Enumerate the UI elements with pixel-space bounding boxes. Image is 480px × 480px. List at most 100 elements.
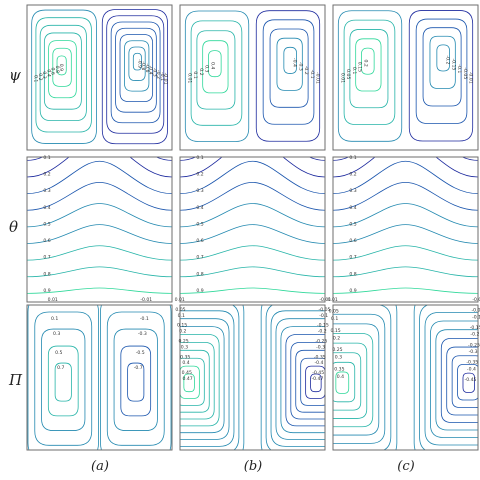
contour-line [180, 160, 325, 195]
panel-frame [26, 4, 173, 151]
contour-label: 0.9 [43, 288, 50, 294]
contour-line [435, 329, 478, 431]
contour-line [180, 157, 325, 178]
contour-label: 0.3 [53, 331, 60, 337]
contour-line [180, 310, 235, 447]
contour-line [361, 47, 375, 75]
contour-line [35, 17, 92, 133]
contour-label: 0.1 [43, 155, 50, 161]
contour-line [429, 35, 456, 89]
contour-line [180, 266, 325, 278]
contour-label: 0.3 [41, 71, 47, 78]
contour-line [180, 342, 215, 420]
panel-theta-a: 0.1 0.2 0.3 0.4 0.5 0.6 0.7 0.8 0.9 [26, 155, 173, 303]
contour-label: -0.01 [140, 297, 152, 303]
contour-line [180, 245, 325, 261]
contour-label: 0.45 [182, 370, 192, 376]
contour-label: -0.01 [163, 73, 169, 85]
contour-label: 0.2 [198, 68, 204, 75]
contour-label: 0.1 [51, 316, 58, 322]
contour-line [337, 10, 403, 142]
contour-line [451, 355, 478, 408]
contour-label: 0.25 [332, 347, 342, 353]
contour-line [27, 287, 172, 294]
contour-label: 0.3 [181, 344, 188, 350]
contour-line [120, 345, 152, 417]
contour-label: 0.1 [33, 75, 39, 82]
panel-psi-a: 0.90.80.60.40.30.20.1-0.9-0.8-0.6-0.4-0.… [26, 4, 173, 151]
contour-line [333, 157, 478, 178]
contour-line [27, 157, 172, 178]
panel-frame [179, 304, 326, 451]
panel-frame [179, 4, 326, 151]
contour-label: 0.7 [196, 255, 203, 261]
contour-label: -0.3 [316, 344, 325, 350]
contour-line [265, 305, 274, 450]
contour-line [269, 28, 309, 108]
contour-line [305, 365, 325, 399]
contour-label: 0.2 [333, 336, 340, 342]
contour-line [27, 305, 99, 450]
contour-label: -0.1 [456, 64, 462, 73]
contour-line [333, 352, 362, 411]
contour-label: -0.01 [468, 72, 474, 84]
contour-line [106, 311, 165, 446]
contour-line [290, 342, 325, 420]
contour-line [119, 34, 154, 103]
contour-line [255, 10, 321, 142]
contour-label: 0.1 [349, 155, 356, 161]
contour-label: 0.3 [349, 188, 356, 194]
contour-line [355, 38, 382, 92]
contour-label: 0.01 [186, 73, 192, 83]
contour-line [446, 346, 478, 416]
panel-frame [332, 304, 479, 451]
contour-label: 0.3 [196, 188, 203, 194]
contour-label: -0.2 [445, 55, 451, 64]
contour-line [231, 305, 240, 450]
contour-line [413, 305, 416, 450]
contour-line [124, 40, 150, 92]
contour-line [333, 266, 478, 278]
contour-line [335, 371, 350, 394]
contour-label: -0.6 [144, 63, 150, 72]
contour-line [310, 373, 322, 393]
contour-line [280, 326, 325, 434]
panel-frame [332, 4, 479, 151]
contour-label: 0.9 [349, 288, 356, 294]
contour-line [56, 55, 67, 76]
contour-label: -0.9 [137, 59, 143, 68]
contour-line [457, 364, 478, 401]
contour-line [180, 287, 325, 294]
contour-label: 0.35 [334, 366, 344, 372]
contour-line [54, 362, 72, 402]
contour-label: 0.2 [37, 73, 43, 80]
contour-label: 0.15 [177, 323, 187, 329]
contour-label: 0.01 [339, 73, 345, 83]
contour-label: 0.6 [50, 68, 56, 75]
contour-label: 0.2 [43, 172, 50, 178]
contour-line [260, 305, 263, 450]
contour-line [184, 10, 250, 142]
contour-label: -0.35 [466, 360, 478, 366]
panel-pi-c: 0.01 0.050.1 0.15 0.2 0.25 0.3 0.35 0.4 -0.01 -0.… [328, 297, 480, 451]
contour-line [333, 224, 478, 244]
contour-label: 0.9 [196, 288, 203, 294]
contour-label: -0.4 [467, 366, 476, 372]
contour-label: 0.1 [178, 313, 185, 319]
contour-line [196, 30, 236, 110]
contour-label: 0.35 [180, 354, 190, 360]
contour-label: -0.35 [314, 354, 326, 360]
contour-line [27, 266, 172, 278]
contour-line [43, 32, 82, 110]
row-label-psi: ψ [9, 66, 21, 84]
contour-label: 0.4 [337, 374, 344, 380]
contour-label: 0.5 [349, 221, 356, 227]
contour-label: 0.01 [175, 297, 185, 303]
contour-label: 0.8 [54, 66, 60, 73]
contour-label: -0.15 [317, 323, 329, 329]
contour-label: 0.5 [196, 221, 203, 227]
contour-label: -0.1 [472, 314, 480, 320]
contour-label: -0.01 [472, 297, 480, 303]
contour-label: -0.25 [468, 342, 480, 348]
contour-label: 0.4 [349, 205, 356, 211]
